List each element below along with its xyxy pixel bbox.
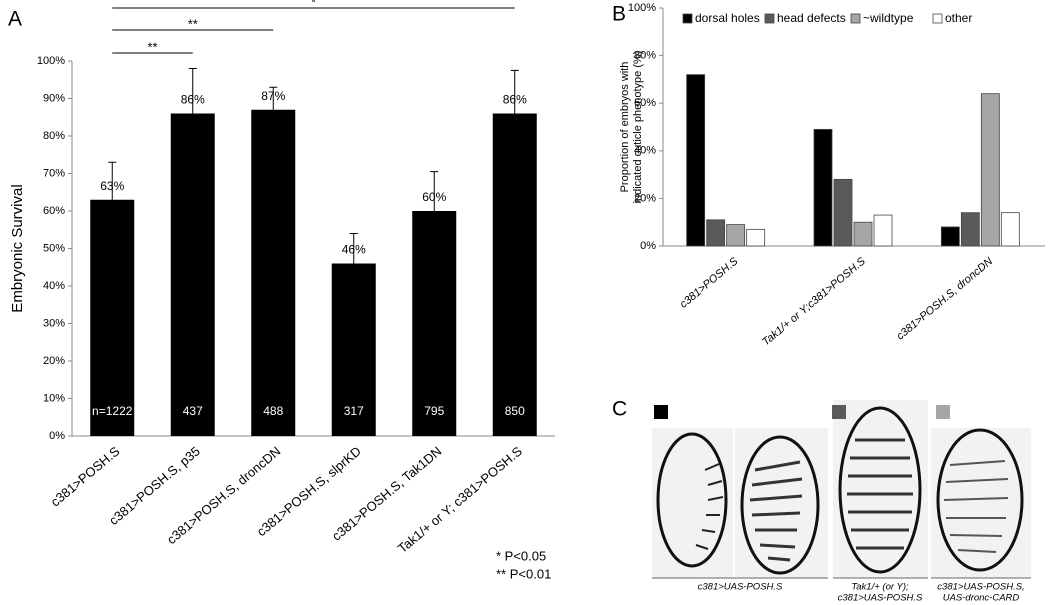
legend-swatch bbox=[682, 13, 693, 24]
bar bbox=[940, 226, 960, 247]
embryo bbox=[936, 428, 1024, 572]
bar bbox=[1000, 212, 1020, 247]
image-caption: c381>UAS-POSH.S, bbox=[937, 582, 1024, 593]
y-tick-label: 40% bbox=[43, 280, 65, 292]
data-label: 46% bbox=[342, 243, 366, 257]
significance-label: ** bbox=[188, 16, 198, 31]
legend-swatch bbox=[764, 13, 775, 24]
n-label: 850 bbox=[505, 404, 525, 418]
bar bbox=[833, 178, 853, 247]
y-tick-label: 10% bbox=[43, 392, 65, 404]
embryo bbox=[740, 435, 820, 575]
embryo-denticles bbox=[695, 463, 724, 550]
panel-label: A bbox=[8, 8, 22, 31]
embryo-photo bbox=[833, 400, 928, 578]
y-tick-label: 100% bbox=[37, 55, 65, 67]
y-tick-label: 100% bbox=[628, 2, 656, 14]
y-tick-label: 60% bbox=[43, 205, 65, 217]
embryo-denticles bbox=[749, 460, 803, 562]
error-bar bbox=[269, 86, 278, 110]
y-tick-label: 60% bbox=[634, 97, 656, 109]
bar bbox=[746, 228, 766, 247]
y-tick-label: 80% bbox=[634, 50, 656, 62]
y-tick-label: 40% bbox=[634, 145, 656, 157]
y-axis-label: indicated cuticle phenotype (%) bbox=[632, 51, 644, 204]
y-tick-label: 20% bbox=[634, 192, 656, 204]
bar bbox=[726, 224, 746, 247]
embryo bbox=[656, 432, 728, 568]
image-caption: UAS-dronc-CARD bbox=[943, 593, 1020, 604]
data-label: 60% bbox=[422, 190, 446, 204]
embryo bbox=[838, 406, 922, 574]
y-tick-label: 20% bbox=[43, 355, 65, 367]
n-label: 317 bbox=[344, 404, 364, 418]
bar bbox=[706, 219, 726, 247]
y-axis-label: Embryonic Survival bbox=[9, 184, 26, 312]
data-label: 87% bbox=[261, 89, 285, 103]
error-bar bbox=[108, 161, 117, 200]
embryo-denticles bbox=[943, 460, 1009, 553]
note: * P<0.05 bbox=[496, 548, 546, 563]
embryo-photo bbox=[735, 428, 828, 578]
image-caption: Tak1/+ (or Y); bbox=[851, 582, 909, 593]
embryo-denticles bbox=[847, 438, 913, 550]
legend-label: ~wildtype bbox=[863, 11, 914, 25]
significance-label: ** bbox=[147, 39, 157, 54]
legend-swatch bbox=[850, 13, 861, 24]
phenotype-key bbox=[654, 405, 668, 419]
bar bbox=[170, 113, 215, 436]
bar bbox=[980, 93, 1000, 247]
y-tick-label: 90% bbox=[43, 92, 65, 104]
n-label: 488 bbox=[263, 404, 283, 418]
error-bar bbox=[349, 233, 358, 264]
y-tick-label: 0% bbox=[640, 240, 656, 252]
image-caption: c381>UAS-POSH.S bbox=[698, 582, 783, 593]
n-label: 437 bbox=[183, 404, 203, 418]
bar bbox=[813, 128, 833, 247]
y-tick-label: 70% bbox=[43, 167, 65, 179]
data-label: 86% bbox=[503, 93, 527, 107]
bar bbox=[686, 74, 706, 247]
data-label: 63% bbox=[100, 179, 124, 193]
embryo-photo bbox=[931, 428, 1031, 578]
legend-swatch bbox=[932, 13, 943, 24]
y-tick-label: 80% bbox=[43, 130, 65, 142]
y-axis-label: Proportion of embryos with bbox=[619, 62, 631, 193]
legend-label: head defects bbox=[777, 11, 846, 25]
panel-label: C bbox=[612, 398, 627, 421]
note: ** P<0.01 bbox=[496, 566, 551, 581]
bar bbox=[90, 199, 135, 436]
bar bbox=[853, 221, 873, 247]
phenotype-key bbox=[832, 405, 846, 419]
error-bar bbox=[510, 69, 519, 114]
error-bar bbox=[430, 171, 439, 211]
bar bbox=[412, 211, 457, 436]
y-tick-label: 30% bbox=[43, 317, 65, 329]
bar bbox=[331, 263, 376, 436]
bar bbox=[492, 113, 537, 436]
significance-label: * bbox=[311, 0, 316, 9]
bar bbox=[873, 214, 893, 247]
n-label: n=1222 bbox=[92, 404, 133, 418]
phenotype-key bbox=[936, 405, 950, 419]
data-label: 86% bbox=[181, 93, 205, 107]
panel-label: B bbox=[612, 3, 626, 26]
image-caption: c381>UAS-POSH.S bbox=[838, 593, 923, 604]
y-tick-label: 50% bbox=[43, 242, 65, 254]
bar bbox=[960, 212, 980, 247]
embryo-photo bbox=[652, 428, 733, 578]
bar bbox=[251, 109, 296, 436]
legend-label: other bbox=[945, 11, 972, 25]
embryo-images bbox=[652, 400, 1031, 579]
y-tick-label: 0% bbox=[49, 430, 65, 442]
error-bar bbox=[188, 68, 197, 114]
legend-label: dorsal holes bbox=[695, 11, 760, 25]
n-label: 795 bbox=[424, 404, 444, 418]
